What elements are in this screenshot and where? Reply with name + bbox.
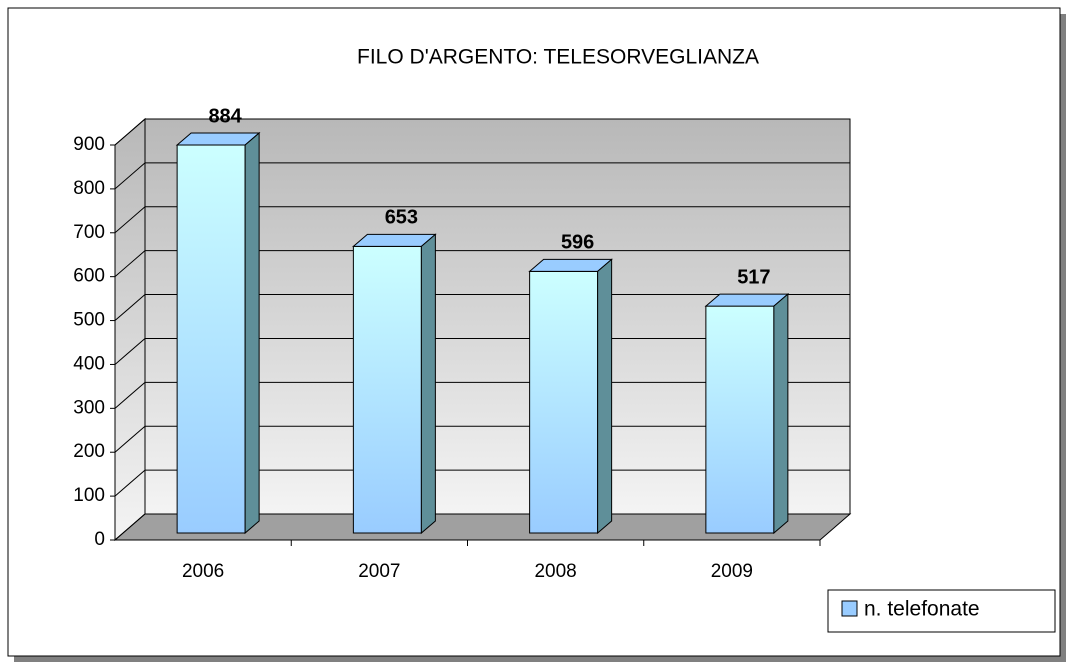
grid-line [114,337,850,365]
y-tick-label: 0 [94,529,105,550]
chart-title: FILO D'ARGENTO: TELESORVEGLIANZA [357,46,759,69]
bar [176,144,246,534]
legend-label: n. telefonate [864,598,980,621]
grid-line [114,294,850,321]
grid-line [114,513,850,541]
grid-line [114,206,850,234]
side-wall [114,117,146,542]
legend-swatch [841,600,858,617]
grid-line [114,381,850,409]
bar [705,305,775,534]
y-tick-label: 200 [73,441,105,462]
grid-line [114,162,850,190]
y-tick-label: 900 [73,134,105,155]
data-label: 884 [208,105,242,127]
y-tick-label: 800 [73,178,105,199]
legend-box [827,589,1056,633]
y-tick-label: 300 [73,397,105,418]
data-label: 653 [385,207,418,229]
bar [529,270,599,534]
bar-side [244,131,260,535]
x-tick-label: 2007 [358,561,400,582]
bar-side [420,233,436,535]
x-tick-label: 2009 [711,561,753,582]
y-tick-label: 500 [73,310,105,331]
x-tick-label: 2008 [534,561,576,582]
x-tick-label: 2006 [182,561,224,582]
grid-line [114,250,850,278]
grid-line [114,118,850,146]
bar-side [597,258,613,535]
y-tick-label: 100 [73,485,105,506]
grid-line [114,425,850,453]
bar-side [773,293,789,535]
data-label: 517 [737,266,770,288]
bar [352,245,422,534]
y-tick-label: 400 [73,353,105,374]
y-tick-label: 700 [73,222,105,243]
y-tick-label: 600 [73,266,105,287]
data-label: 596 [561,232,594,254]
grid-line [114,469,850,497]
